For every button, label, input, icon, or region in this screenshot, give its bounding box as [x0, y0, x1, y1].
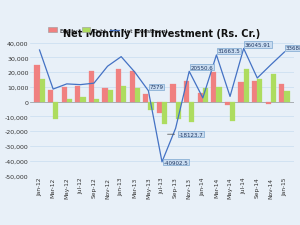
Bar — [216, 88, 222, 102]
Bar — [67, 99, 72, 102]
Bar — [184, 82, 189, 102]
Bar — [189, 102, 194, 123]
Bar — [61, 88, 67, 102]
Text: 33688.19: 33688.19 — [286, 46, 300, 51]
Bar — [89, 71, 94, 102]
Bar — [211, 73, 216, 102]
Text: 36045.91: 36045.91 — [245, 43, 271, 48]
Bar — [48, 90, 53, 102]
Title: Net Monthly FII Investment (Rs. Cr.): Net Monthly FII Investment (Rs. Cr.) — [63, 28, 261, 38]
Bar — [176, 102, 181, 120]
Bar — [108, 90, 113, 102]
Bar — [257, 80, 262, 102]
Text: 31663.5: 31663.5 — [218, 49, 241, 54]
Bar — [198, 93, 203, 102]
Bar — [238, 83, 244, 102]
Text: 20550.6: 20550.6 — [190, 65, 213, 70]
Bar — [284, 92, 290, 102]
Text: -40902.5: -40902.5 — [164, 160, 188, 165]
Bar — [53, 102, 58, 120]
Bar — [130, 71, 135, 102]
Bar — [135, 88, 140, 102]
Bar — [143, 95, 148, 102]
Bar — [162, 102, 167, 124]
Bar — [116, 70, 121, 102]
Bar — [230, 102, 235, 121]
Text: 7379: 7379 — [150, 85, 164, 90]
Bar — [94, 99, 99, 102]
Bar — [225, 102, 230, 105]
Bar — [170, 85, 175, 102]
Bar — [244, 70, 249, 102]
Bar — [252, 82, 257, 102]
Bar — [75, 87, 80, 102]
Bar — [121, 87, 126, 102]
Bar — [102, 88, 108, 102]
Bar — [266, 102, 271, 104]
Bar — [34, 65, 40, 102]
Bar — [279, 85, 284, 102]
Bar — [157, 102, 162, 114]
Bar — [203, 89, 208, 102]
Bar — [148, 102, 154, 111]
Bar — [80, 98, 86, 102]
Bar — [271, 74, 276, 102]
Legend: Equity, Debt, Net Investment: Equity, Debt, Net Investment — [46, 26, 170, 36]
Bar — [40, 80, 45, 102]
Text: -18123.7: -18123.7 — [167, 132, 203, 137]
